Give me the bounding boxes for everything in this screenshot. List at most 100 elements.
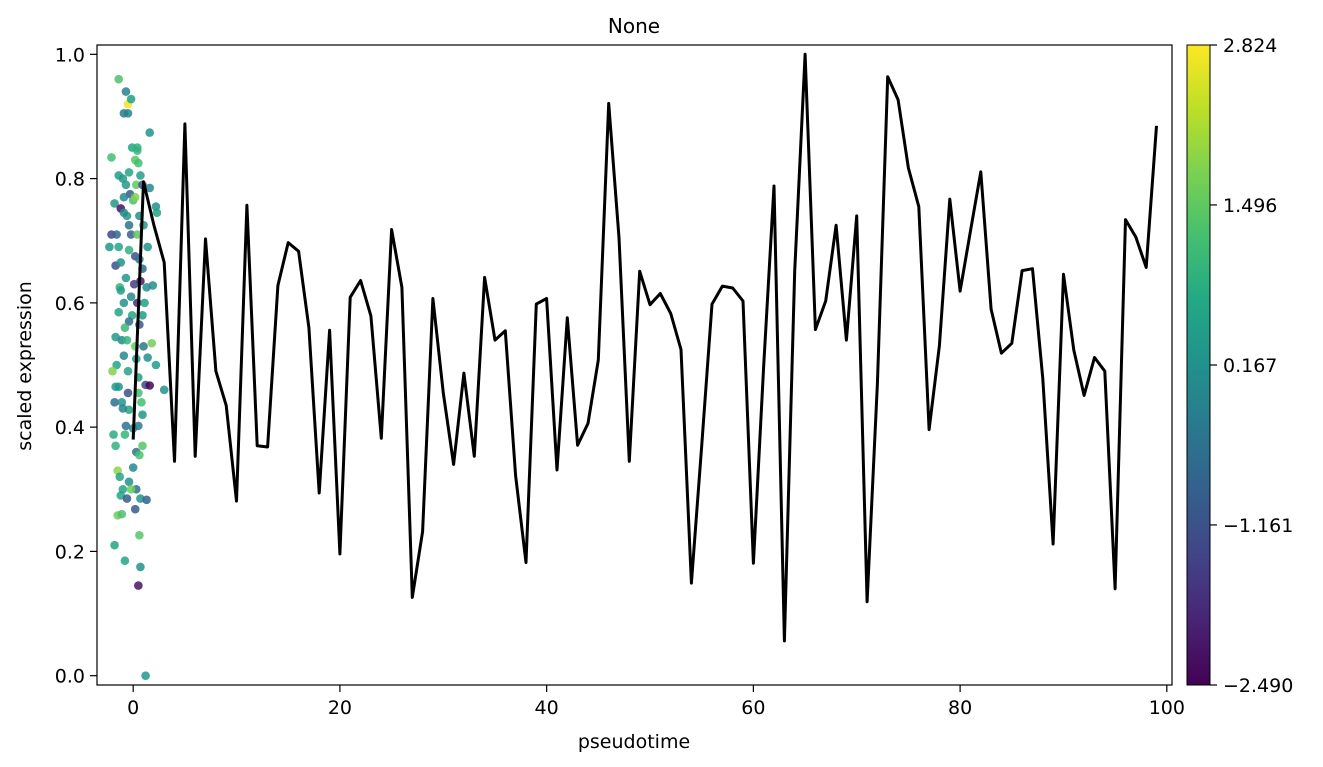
- scatter-point: [121, 421, 131, 431]
- scatter-point: [120, 430, 130, 439]
- scatter-point: [145, 183, 155, 193]
- scatter-point: [114, 171, 124, 180]
- scatter-point: [126, 230, 136, 239]
- scatter-point: [115, 472, 125, 482]
- scatter-point: [147, 338, 157, 348]
- scatter-point: [116, 258, 126, 267]
- scatter-point: [120, 556, 130, 566]
- scatter-point: [110, 199, 119, 208]
- plot-frame: [96, 44, 1173, 686]
- colorbar-tick-label: −2.490: [1223, 675, 1293, 697]
- scatter-point: [136, 171, 145, 180]
- scatter-point: [118, 404, 128, 413]
- scatter-point: [134, 158, 143, 168]
- scatter-point: [110, 397, 119, 407]
- x-tick-label: 0: [127, 697, 139, 719]
- scatter-point: [120, 323, 130, 333]
- scatter-point: [141, 671, 150, 680]
- scatter-point: [124, 477, 134, 487]
- scatter-point: [119, 351, 129, 360]
- y-axis-label: scaled expression: [14, 281, 36, 451]
- x-axis: 0 20 40 60 80 100: [127, 685, 1185, 719]
- colorbar-axis: 2.824 1.496 0.167 −1.161 −2.490: [1210, 35, 1293, 697]
- scatter-point: [139, 342, 148, 351]
- trend-line: [131, 52, 1158, 643]
- scatter-point: [117, 509, 127, 519]
- x-axis-label: pseudotime: [578, 731, 690, 753]
- scatter-point: [134, 581, 143, 590]
- scatter-point: [143, 242, 152, 252]
- y-tick-label: 0.8: [55, 169, 85, 191]
- scatter-point: [136, 562, 145, 572]
- y-axis: 0.0 0.2 0.4 0.6 0.8 1.0: [55, 44, 97, 688]
- y-tick-label: 1.0: [55, 44, 85, 66]
- scatter-point: [143, 353, 152, 362]
- scatter-point: [124, 245, 134, 255]
- scatter-point: [110, 540, 119, 550]
- scatter-point: [129, 279, 139, 289]
- scatter-point: [107, 153, 116, 162]
- scatter-point: [126, 484, 136, 494]
- scatter-point: [119, 192, 129, 202]
- scatter-point: [135, 450, 144, 460]
- scatter-point: [134, 421, 143, 431]
- x-tick-label: 20: [328, 697, 352, 719]
- scatter-point: [114, 242, 124, 252]
- x-tick-label: 100: [1149, 697, 1185, 719]
- scatter-point: [105, 242, 114, 252]
- scatter-point: [135, 530, 144, 540]
- scatter-point: [137, 397, 146, 407]
- x-tick-label: 40: [535, 697, 559, 719]
- line-layer: [131, 52, 1158, 643]
- colorbar-tick-label: 0.167: [1223, 355, 1277, 377]
- scatter-point: [133, 143, 142, 152]
- scatter-point: [121, 180, 131, 190]
- scatter-point: [121, 273, 131, 283]
- scatter-point: [145, 128, 155, 137]
- scatter-point: [130, 192, 140, 202]
- scatter-point: [119, 298, 129, 308]
- scatter-point: [109, 430, 118, 439]
- scatter-point: [140, 298, 149, 308]
- scatter-point: [133, 230, 142, 239]
- scatter-point: [112, 360, 121, 370]
- x-tick-label: 60: [741, 697, 765, 719]
- y-tick-label: 0.0: [55, 666, 85, 688]
- scatter-point: [159, 385, 169, 395]
- scatter-point: [151, 360, 161, 370]
- scatter-point: [131, 180, 141, 190]
- scatter-point: [124, 168, 134, 177]
- scatter-point: [124, 220, 134, 230]
- scatter-point: [122, 494, 132, 503]
- scatter-point: [148, 281, 158, 290]
- scatter-point: [119, 208, 129, 218]
- chart-title: None: [608, 14, 660, 38]
- scatter-point: [123, 109, 133, 118]
- scatter-point: [114, 307, 124, 317]
- colorbar: [1186, 44, 1211, 686]
- scatter-point: [138, 310, 147, 320]
- scatter-point: [152, 208, 162, 218]
- y-tick-label: 0.6: [55, 293, 85, 315]
- scatter-point: [108, 366, 117, 376]
- scatter-point: [126, 292, 136, 301]
- scatter-point: [138, 441, 147, 451]
- scatter-point: [121, 87, 131, 96]
- scatter-point: [142, 495, 151, 505]
- x-tick-label: 80: [948, 697, 972, 719]
- y-tick-label: 0.2: [55, 541, 85, 563]
- y-tick-label: 0.4: [55, 417, 85, 439]
- scatter-point: [123, 388, 133, 398]
- scatter-point: [145, 381, 155, 390]
- scatter-point: [114, 382, 124, 392]
- scatter-point: [122, 335, 132, 345]
- colorbar-tick-label: 2.824: [1223, 35, 1277, 57]
- scatter-point: [116, 286, 126, 295]
- scatter-point: [126, 94, 136, 104]
- scatter-point: [124, 317, 134, 326]
- scatter-point: [114, 74, 124, 84]
- colorbar-tick-label: 1.496: [1223, 195, 1277, 217]
- scatter-point: [112, 230, 121, 239]
- scatter-point: [111, 441, 120, 451]
